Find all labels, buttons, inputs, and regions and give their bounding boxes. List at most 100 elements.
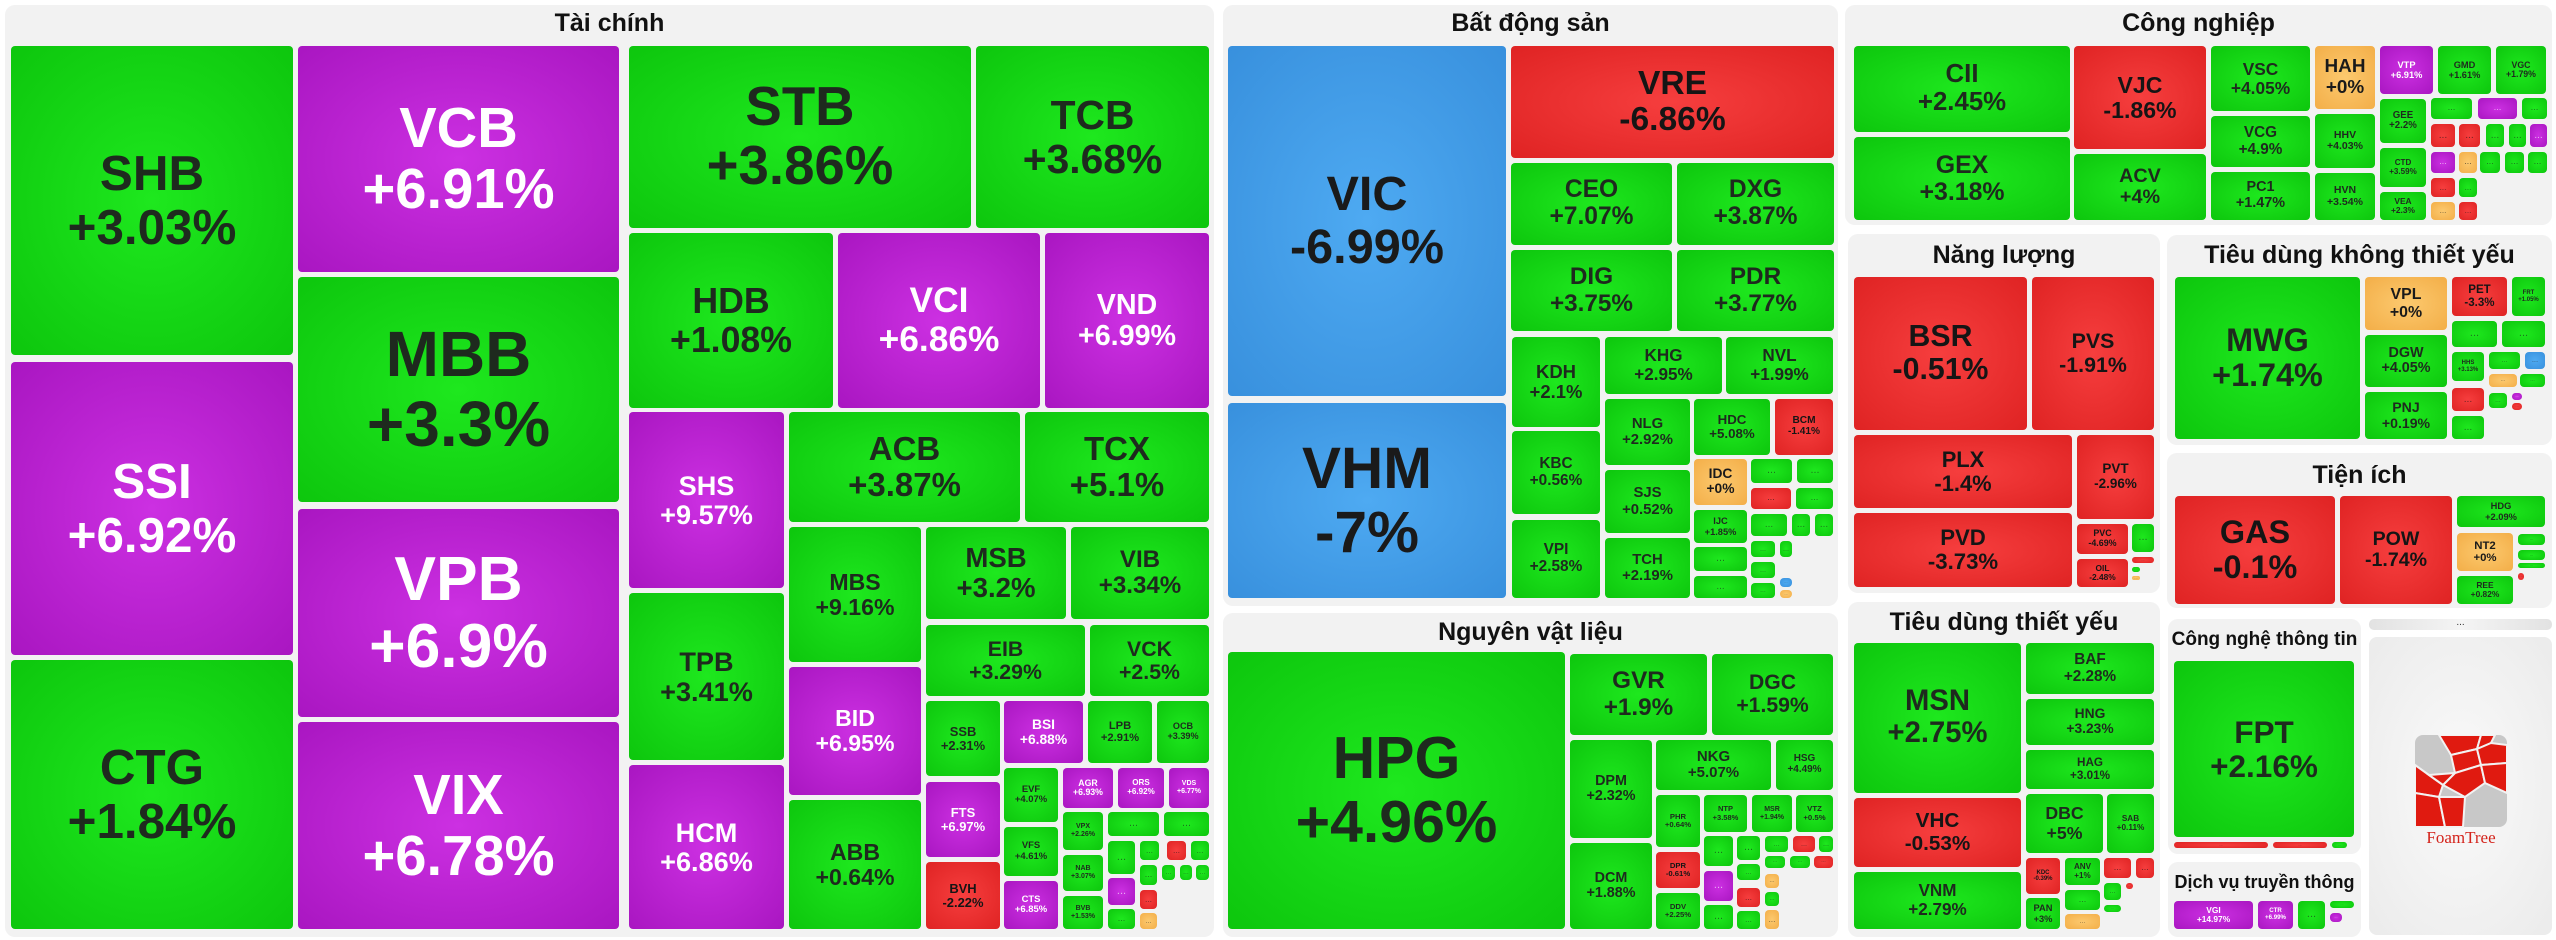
stock-tile-vtp[interactable]: VTP +6.91% xyxy=(2380,46,2433,94)
stock-tile-evf[interactable]: EVF +4.07% xyxy=(1004,768,1058,822)
stock-tile-pvt[interactable]: PVT -2.96% xyxy=(2077,435,2154,519)
stock-tile-ssb[interactable]: SSB +2.31% xyxy=(926,701,1000,776)
stock-tile-ntp[interactable]: NTP +3.58% xyxy=(1704,795,1747,832)
stock-tile-hdb[interactable]: HDB +1.08% xyxy=(629,233,833,408)
stock-tile-dbc[interactable]: DBC +5% xyxy=(2026,794,2103,853)
stock-tile-more[interactable]: ... xyxy=(2104,883,2121,900)
stock-tile-hng[interactable]: HNG +3.23% xyxy=(2026,699,2154,745)
stock-tile-more[interactable]: ... xyxy=(1751,459,1792,483)
stock-tile-pvs[interactable]: PVS -1.91% xyxy=(2032,277,2154,430)
stock-tile-bsr[interactable]: BSR -0.51% xyxy=(1854,277,2027,430)
stock-tile-fts[interactable]: FTS +6.97% xyxy=(926,782,1000,857)
stock-tile-anv[interactable]: ANV +1% xyxy=(2065,858,2100,885)
stock-tile-ors[interactable]: ORS +6.92% xyxy=(1118,768,1164,808)
stock-tile-nlg[interactable]: NLG +2.92% xyxy=(1605,399,1690,465)
stock-tile-acb[interactable]: ACB +3.87% xyxy=(789,412,1020,522)
stock-tile-msb[interactable]: MSB +3.2% xyxy=(926,527,1066,619)
stock-tile-khg[interactable]: KHG +2.95% xyxy=(1605,337,1722,394)
stock-tile-more[interactable]: ... xyxy=(1140,913,1157,929)
stock-tile-more[interactable]: ... xyxy=(1108,841,1135,874)
stock-tile-more[interactable]: ... xyxy=(1108,878,1135,905)
stock-tile-more[interactable]: ... xyxy=(2104,905,2121,912)
stock-tile-more[interactable]: ... xyxy=(1737,836,1760,860)
stock-tile-more[interactable]: ... xyxy=(1191,841,1209,860)
stock-tile-more[interactable]: ... xyxy=(2452,416,2484,439)
stock-tile-more[interactable]: ... xyxy=(1737,911,1760,929)
stock-tile-more[interactable]: ... xyxy=(2065,914,2100,929)
stock-tile-tcb[interactable]: TCB +3.68% xyxy=(976,46,1209,228)
stock-tile-hhv[interactable]: HHV +4.03% xyxy=(2315,114,2375,168)
stock-tile-more[interactable]: ... xyxy=(2512,393,2522,400)
stock-tile-more[interactable]: ... xyxy=(2518,550,2545,560)
stock-tile-baf[interactable]: BAF +2.28% xyxy=(2026,643,2154,694)
stock-tile-vpi[interactable]: VPI +2.58% xyxy=(1512,520,1600,598)
stock-tile-sab[interactable]: SAB +0.11% xyxy=(2107,794,2154,853)
stock-tile-more[interactable]: ... xyxy=(1737,888,1760,907)
stock-tile-abb[interactable]: ABB +0.64% xyxy=(789,800,921,929)
stock-tile-more[interactable]: ... xyxy=(2298,901,2325,929)
stock-tile-acv[interactable]: ACV +4% xyxy=(2074,154,2206,220)
stock-tile-dpm[interactable]: DPM +2.32% xyxy=(1570,740,1652,838)
stock-tile-more[interactable]: ... xyxy=(2489,374,2517,387)
stock-tile-bsi[interactable]: BSI +6.88% xyxy=(1004,701,1083,763)
stock-tile-dgc[interactable]: DGC +1.59% xyxy=(1712,654,1833,735)
stock-tile-more[interactable]: ... xyxy=(1797,459,1833,483)
stock-tile-more[interactable]: ... xyxy=(1694,547,1747,571)
stock-tile-more[interactable]: ... xyxy=(1765,856,1785,868)
stock-tile-more[interactable]: ... xyxy=(2489,352,2520,369)
stock-tile-pow[interactable]: POW -1.74% xyxy=(2340,496,2452,604)
stock-tile-vci[interactable]: VCI +6.86% xyxy=(838,233,1040,408)
stock-tile-more[interactable]: ... xyxy=(1792,514,1810,536)
stock-tile-frt[interactable]: FRT +1.05% xyxy=(2512,277,2545,316)
stock-tile-gas[interactable]: GAS -0.1% xyxy=(2175,496,2335,604)
stock-tile-shs[interactable]: SHS +9.57% xyxy=(629,412,784,588)
stock-tile-vck[interactable]: VCK +2.5% xyxy=(1090,625,1209,696)
stock-tile-more[interactable]: ... xyxy=(1793,836,1815,852)
stock-tile-more[interactable]: ... xyxy=(1140,841,1159,860)
stock-tile-more[interactable]: ... xyxy=(2459,178,2477,197)
stock-tile-more[interactable]: ... xyxy=(1819,836,1833,852)
stock-tile-more[interactable]: ... xyxy=(2431,98,2472,119)
stock-tile-more[interactable]: ... xyxy=(2330,913,2342,922)
stock-tile-more[interactable]: ... xyxy=(2132,576,2140,580)
stock-tile-more[interactable]: ... xyxy=(1180,865,1192,880)
stock-tile-hpg[interactable]: HPG +4.96% xyxy=(1228,652,1565,929)
stock-tile-hah[interactable]: HAH +0% xyxy=(2315,46,2375,109)
stock-tile-more[interactable]: ... xyxy=(2132,557,2154,563)
stock-tile-more[interactable]: ... xyxy=(2330,901,2354,908)
stock-tile-msn[interactable]: MSN +2.75% xyxy=(1854,643,2021,793)
stock-tile-more[interactable]: ... xyxy=(1780,590,1792,598)
stock-tile-hag[interactable]: HAG +3.01% xyxy=(2026,750,2154,789)
stock-tile-vgi[interactable]: VGI +14.97% xyxy=(2174,901,2253,929)
stock-tile-sjs[interactable]: SJS +0.52% xyxy=(1605,470,1690,533)
stock-tile-more[interactable]: ... xyxy=(2126,883,2133,889)
stock-tile-vic[interactable]: VIC -6.99% xyxy=(1228,46,1506,396)
stock-tile-ree[interactable]: REE +0.82% xyxy=(2457,576,2513,604)
stock-tile-mbb[interactable]: MBB +3.3% xyxy=(298,277,619,502)
stock-tile-more[interactable]: ... xyxy=(1694,576,1747,598)
stock-tile-more[interactable]: ... xyxy=(2478,98,2517,119)
stock-tile-kdc[interactable]: KDC -0.39% xyxy=(2026,858,2060,894)
stock-tile-dpr[interactable]: DPR -0.61% xyxy=(1656,852,1700,888)
stock-tile-nt2[interactable]: NT2 +0% xyxy=(2457,533,2513,571)
stock-tile-more[interactable]: ... xyxy=(2489,393,2507,408)
stock-tile-kbc[interactable]: KBC +0.56% xyxy=(1512,431,1600,514)
stock-tile-ctr[interactable]: CTR +6.99% xyxy=(2258,901,2293,929)
stock-tile-more[interactable]: ... xyxy=(2065,890,2100,910)
stock-tile-plx[interactable]: PLX -1.4% xyxy=(1854,435,2072,508)
stock-tile-more[interactable]: ... xyxy=(1108,812,1159,836)
stock-tile-more[interactable]: ... xyxy=(2512,403,2522,410)
stock-tile-more[interactable]: ... xyxy=(2518,534,2545,545)
stock-tile-more[interactable]: ... xyxy=(2520,374,2545,387)
stock-tile-bid[interactable]: BID +6.95% xyxy=(789,667,921,795)
stock-tile-dig[interactable]: DIG +3.75% xyxy=(1511,250,1672,331)
stock-tile-more[interactable]: ... xyxy=(2530,124,2547,147)
stock-tile-eib[interactable]: EIB +3.29% xyxy=(926,625,1085,696)
stock-tile-vnm[interactable]: VNM +2.79% xyxy=(1854,872,2021,929)
stock-tile-more[interactable]: ... xyxy=(1140,865,1157,885)
stock-tile-ctg[interactable]: CTG +1.84% xyxy=(11,660,293,929)
stock-tile-ocb[interactable]: OCB +3.39% xyxy=(1157,701,1209,763)
stock-tile-hsg[interactable]: HSG +4.49% xyxy=(1776,740,1833,790)
stock-tile-more[interactable]: ... xyxy=(2332,842,2347,848)
stock-tile-ctd[interactable]: CTD +3.59% xyxy=(2380,148,2426,187)
